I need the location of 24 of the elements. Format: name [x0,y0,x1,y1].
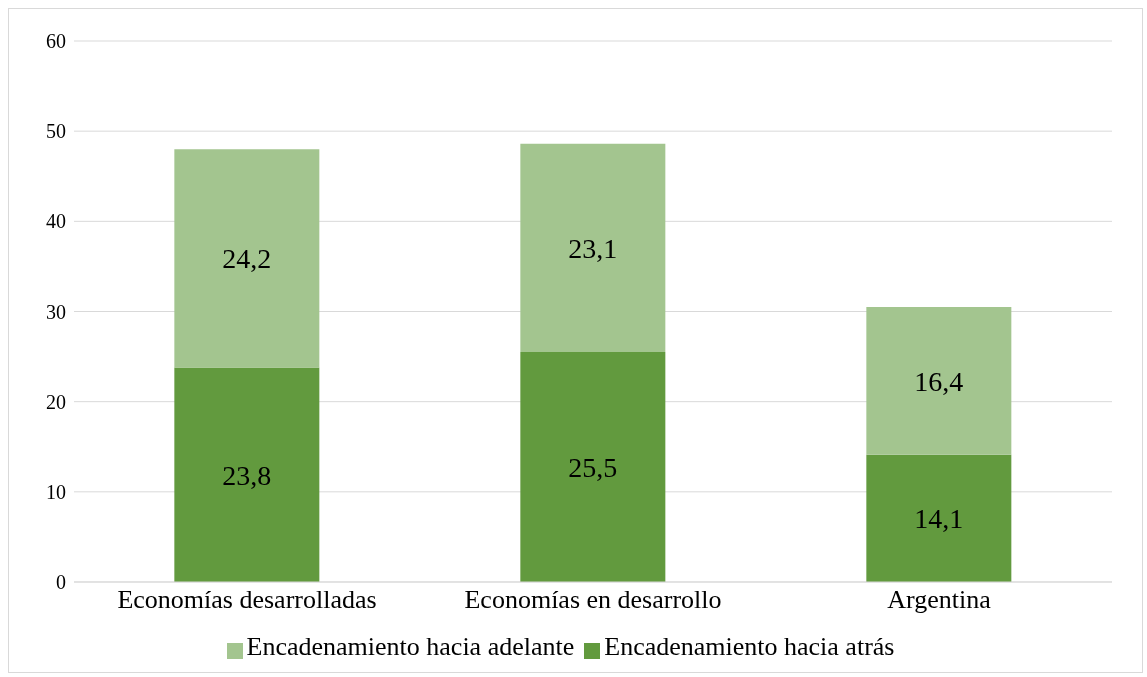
x-tick-label: Economías en desarrollo [464,585,722,615]
bar [520,352,666,582]
data-label: 23,8 [222,459,272,491]
y-tick-label: 0 [56,571,66,594]
legend-label: Encadenamiento hacia adelante [246,632,575,661]
data-label: 24,2 [222,243,272,275]
bar [520,143,666,353]
x-tick-label: Economías desarrolladas [117,585,377,615]
y-tick-label: 30 [46,300,66,323]
data-label: 25,5 [568,451,618,483]
y-tick-label: 40 [46,210,66,233]
y-tick-label: 20 [46,390,66,413]
data-label: 16,4 [914,365,964,397]
data-label: 14,1 [914,503,964,535]
bar [174,149,320,368]
bar [866,454,1012,582]
y-tick-label: 50 [46,120,66,143]
y-tick-label: 10 [46,480,66,503]
data-label: 23,1 [568,232,618,264]
bar [866,306,1012,455]
bar [174,367,320,582]
y-tick-label: 60 [46,30,66,53]
x-tick-label: Argentina [887,585,992,615]
legend-label: Encadenamiento hacia atrás [604,632,895,661]
